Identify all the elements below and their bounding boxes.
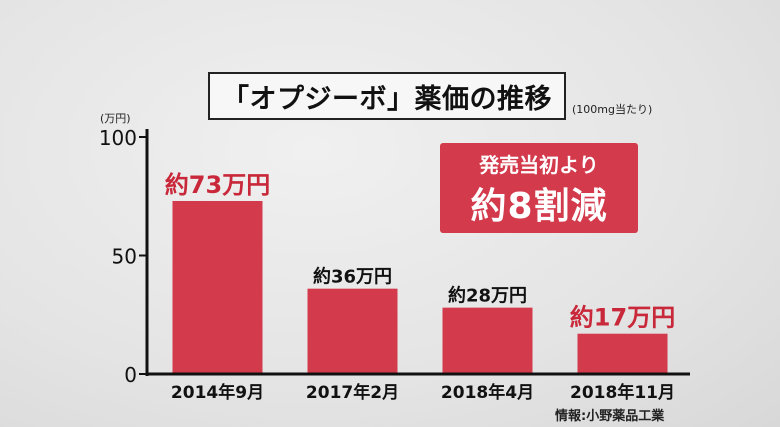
x-tick-label-3: 2018年11月 — [570, 382, 675, 403]
bar-1 — [307, 288, 398, 374]
x-tick-label-2: 2018年4月 — [441, 382, 534, 403]
y-axis-unit-label: (万円) — [100, 112, 131, 125]
chart-subtitle: (100mg当たり) — [572, 103, 653, 116]
y-tick-label-1: 50 — [112, 245, 137, 269]
bar-3 — [577, 333, 668, 374]
data-label-2: 約28万円 — [448, 285, 527, 307]
reduction-callout: 発売当初より 約8割減 — [440, 143, 638, 233]
chart-title: 「オプジーボ」薬価の推移 — [208, 72, 566, 120]
x-tick-label-1: 2017年2月 — [306, 382, 399, 403]
y-tick-label-2: 100 — [99, 126, 137, 150]
bar-2 — [442, 307, 533, 374]
callout-line1: 発売当初より — [479, 153, 599, 177]
data-label-1: 約36万円 — [313, 266, 392, 288]
y-tick-label-0: 0 — [124, 363, 137, 387]
source-credit: 情報:小野薬品工業 — [555, 409, 665, 424]
x-tick-label-0: 2014年9月 — [171, 382, 264, 403]
callout-line2: 約8割減 — [470, 186, 608, 227]
data-label-3: 約17万円 — [570, 304, 675, 332]
data-label-0: 約73万円 — [165, 171, 270, 199]
bar-0 — [172, 200, 263, 374]
